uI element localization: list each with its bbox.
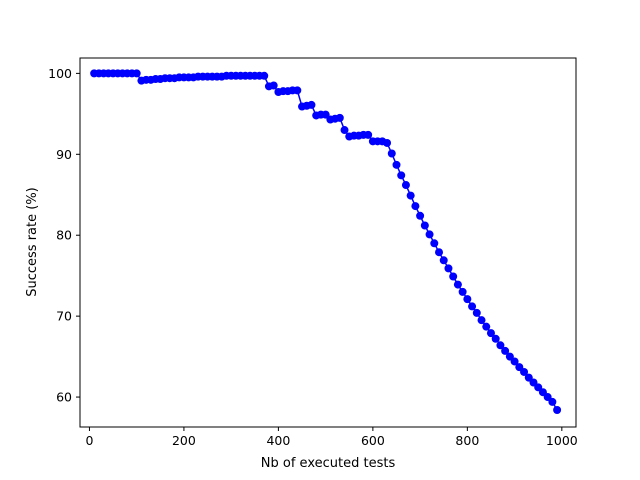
x-tick-label: 1000 — [546, 433, 578, 448]
data-point — [430, 239, 439, 248]
data-point — [501, 346, 510, 355]
y-tick-label: 60 — [56, 390, 72, 405]
data-point — [439, 256, 448, 265]
data-point — [387, 149, 396, 158]
data-point — [340, 126, 349, 135]
data-point — [132, 69, 141, 78]
data-point — [425, 230, 434, 239]
data-point — [335, 113, 344, 122]
x-axis-label: Nb of executed tests — [261, 456, 396, 471]
data-point — [397, 171, 406, 180]
data-point — [383, 138, 392, 147]
data-point — [477, 316, 486, 325]
data-point — [364, 130, 373, 139]
x-tick-label: 800 — [455, 433, 479, 448]
data-point — [453, 280, 462, 289]
data-point — [392, 160, 401, 169]
y-tick-label: 100 — [48, 66, 72, 81]
y-axis-label: Success rate (%) — [25, 187, 40, 297]
x-tick-label: 200 — [172, 433, 196, 448]
data-point — [449, 272, 458, 281]
data-point — [307, 100, 316, 109]
data-point — [260, 71, 269, 80]
data-point — [416, 211, 425, 220]
data-point — [548, 397, 557, 406]
y-tick-label: 70 — [56, 309, 72, 324]
x-tick-label: 600 — [361, 433, 385, 448]
axes-frame — [79, 57, 577, 428]
data-point — [406, 191, 415, 200]
data-point — [435, 248, 444, 257]
plot-area — [90, 69, 562, 415]
data-point — [468, 302, 477, 311]
x-tick-label: 0 — [85, 433, 93, 448]
data-point — [520, 367, 529, 376]
data-point — [486, 329, 495, 338]
data-point — [482, 322, 491, 331]
data-point — [496, 341, 505, 350]
data-point — [411, 202, 420, 211]
data-point — [293, 86, 302, 95]
x-tick-label: 400 — [266, 433, 290, 448]
data-point — [458, 287, 467, 296]
data-point — [401, 181, 410, 190]
data-point — [420, 221, 429, 230]
y-tick-label: 90 — [56, 147, 72, 162]
y-tick-label: 80 — [56, 228, 72, 243]
data-point — [510, 357, 519, 366]
data-point — [553, 406, 562, 415]
data-point — [269, 81, 278, 90]
axes: 0 200 400 600 800 1000 60 70 80 90 100 — [48, 57, 578, 448]
data-point — [463, 295, 472, 304]
data-point — [472, 308, 481, 317]
data-point — [444, 264, 453, 273]
data-point — [491, 334, 500, 343]
